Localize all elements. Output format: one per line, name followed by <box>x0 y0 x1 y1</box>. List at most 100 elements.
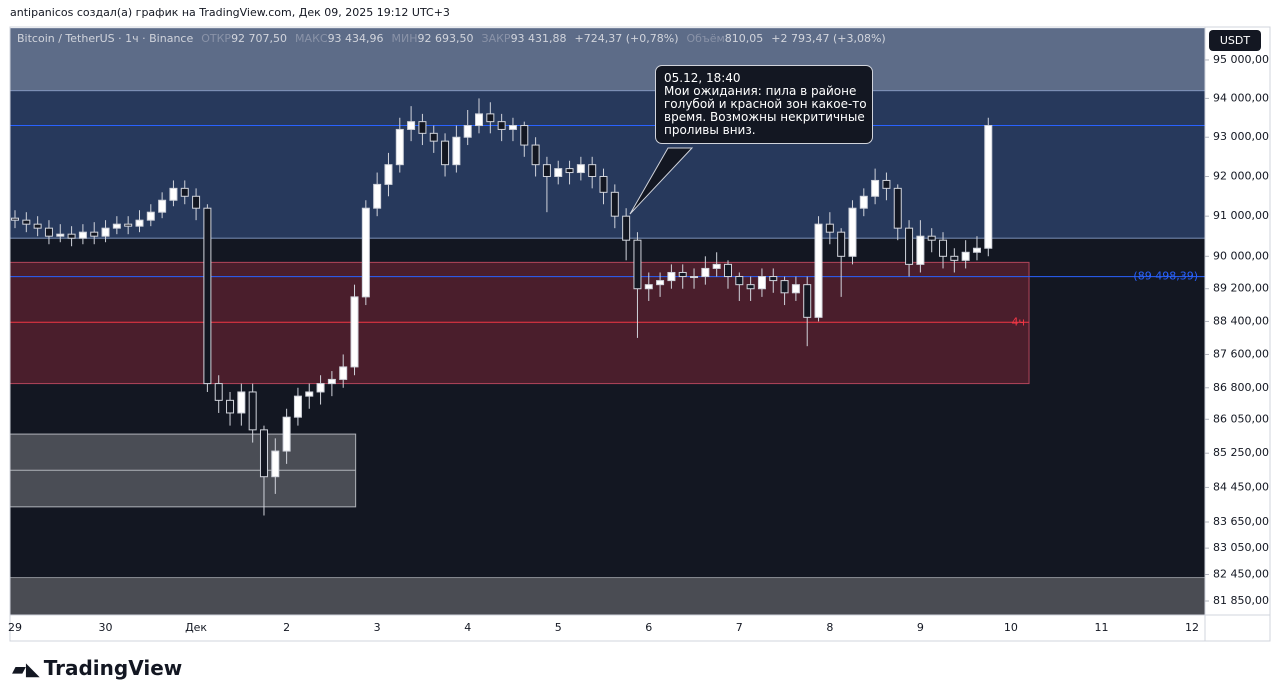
candle-body <box>723 263 732 278</box>
x-tick-label: 11 <box>1094 621 1108 634</box>
y-tick-label: 87 600,00 <box>1213 347 1269 360</box>
y-tick-label: 90 000,00 <box>1213 249 1269 262</box>
candle-body <box>44 227 53 237</box>
stat-value: 810,05 <box>724 32 764 45</box>
candle-body <box>112 223 121 229</box>
frame <box>9 26 1271 642</box>
y-tick-label: 94 000,00 <box>1213 91 1269 104</box>
stat-label: Объём <box>686 32 725 45</box>
x-tick-label: 4 <box>464 621 471 634</box>
candle-body <box>418 121 427 134</box>
x-tick-label: 10 <box>1004 621 1018 634</box>
candle-body <box>90 231 99 237</box>
y-tick-label: 89 200,00 <box>1213 282 1269 295</box>
candle-body <box>757 276 766 290</box>
candle-body <box>769 276 778 282</box>
candle-body <box>259 429 268 478</box>
candle-body <box>463 125 472 138</box>
candle-body <box>893 187 902 229</box>
stat-value: +724,37 (+0,78%) <box>574 32 679 45</box>
candle-body <box>520 125 529 146</box>
candle-body <box>588 164 597 177</box>
candle-body <box>214 383 223 401</box>
candle-body <box>327 378 336 385</box>
candle-body <box>350 296 359 368</box>
candle-body <box>644 284 653 290</box>
candle-body <box>101 227 110 237</box>
candle-body <box>554 168 563 177</box>
candle-body <box>656 280 665 286</box>
candle-body <box>791 284 800 294</box>
candle-body <box>916 235 925 265</box>
candle-body <box>803 284 812 318</box>
y-tick-label: 95 000,00 <box>1213 53 1269 66</box>
y-tick-label: 83 050,00 <box>1213 541 1269 554</box>
stat-value: +2 793,47 (+3,08%) <box>771 32 886 45</box>
candle-body <box>633 239 642 290</box>
candle-body <box>848 207 857 257</box>
candle-body <box>135 219 144 227</box>
annotation-line: время. Возможны некритичные <box>664 110 865 124</box>
candle-body <box>984 125 993 249</box>
candle-body <box>146 211 155 221</box>
x-tick-label: 2 <box>283 621 290 634</box>
stat-label: МИН <box>391 32 418 45</box>
candle-body <box>237 391 246 414</box>
zone <box>10 577 1205 615</box>
candle-body <box>56 233 65 237</box>
candle-body <box>192 195 201 209</box>
candle-body <box>169 187 178 201</box>
y-tick-label: 88 400,00 <box>1213 314 1269 327</box>
callout-tail <box>629 147 694 215</box>
candle-body <box>542 164 551 177</box>
currency: USDT <box>1209 30 1261 51</box>
candle-body <box>565 168 574 174</box>
candle-body <box>905 227 914 265</box>
x-tick-label: 30 <box>99 621 113 634</box>
candle-body <box>475 113 484 127</box>
stat-label: ЗАКР <box>481 32 511 45</box>
annotation: 05.12, 18:40 Мои ожидания: пила в районе… <box>655 65 873 144</box>
candle-body <box>271 450 280 478</box>
x-tick-label: 9 <box>917 621 924 634</box>
candle-body <box>599 175 608 193</box>
line-label: (89 498,39) <box>1133 270 1198 283</box>
y-tick-label: 91 000,00 <box>1213 209 1269 222</box>
candle-body <box>927 235 936 241</box>
candle-body <box>712 263 721 269</box>
candle-body <box>33 223 42 229</box>
y-tick-label: 84 450,00 <box>1213 480 1269 493</box>
candle-body <box>871 179 880 197</box>
y-tick-label: 93 000,00 <box>1213 130 1269 143</box>
candle-body <box>373 183 382 209</box>
zone <box>10 90 1205 239</box>
candle-body <box>825 223 834 233</box>
stat-label: МАКС <box>295 32 328 45</box>
x-tick-label: 29 <box>8 621 22 634</box>
candle-body <box>248 391 257 431</box>
candle-body <box>690 276 699 279</box>
candle-body <box>622 215 631 241</box>
candle-body <box>950 255 959 261</box>
candle-body <box>859 195 868 209</box>
zone <box>10 261 1030 385</box>
y-tick-label: 85 250,00 <box>1213 446 1269 459</box>
stat-value: 92 693,50 <box>417 32 474 45</box>
annotation-title: 05.12, 18:40 <box>664 71 741 85</box>
annotation-line: голубой и красной зон какое-то <box>664 97 867 111</box>
candle-body <box>158 199 167 213</box>
logo: ▰◣ TradingView <box>12 656 183 680</box>
header: antipanicos создал(а) график на TradingV… <box>10 6 450 19</box>
candle-body <box>678 271 687 278</box>
candle-body <box>667 271 676 282</box>
annotation-line: проливы вниз. <box>664 123 756 137</box>
candle-body <box>735 276 744 286</box>
y-tick-label: 83 650,00 <box>1213 515 1269 528</box>
x-tick-label: 12 <box>1185 621 1199 634</box>
candle-body <box>361 207 370 298</box>
candle-body <box>22 219 31 225</box>
y-tick-label: 86 800,00 <box>1213 381 1269 394</box>
zone <box>10 28 1205 92</box>
candle-body <box>384 164 393 185</box>
